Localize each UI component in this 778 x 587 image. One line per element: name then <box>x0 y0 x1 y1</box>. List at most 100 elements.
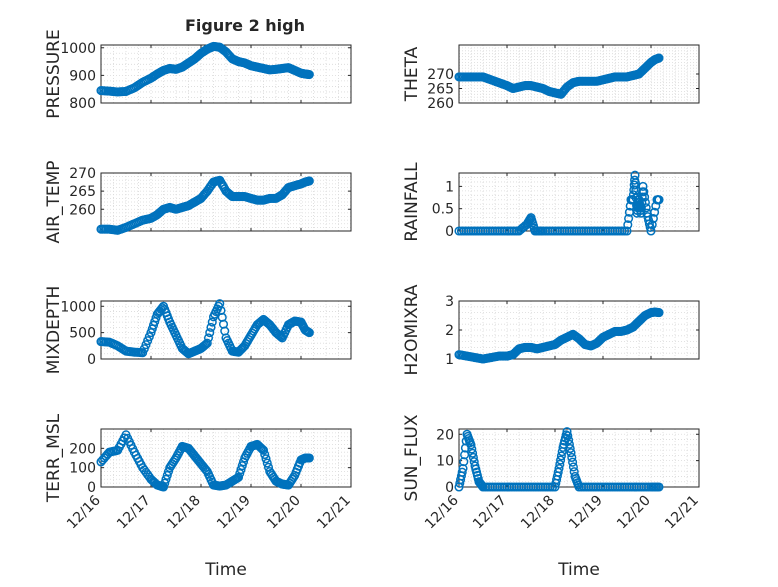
data-point <box>556 451 566 461</box>
data-point <box>654 53 664 63</box>
y-axis-label: PRESSURE <box>44 29 64 118</box>
x-tick-label: 12/18 <box>518 493 558 533</box>
data-point <box>304 328 314 338</box>
y-axis-label: AIR_TEMP <box>44 161 64 244</box>
y-axis-label: MIXDEPTH <box>44 286 64 375</box>
data-point <box>304 453 314 463</box>
subplot-sun_flux: 0 10 20 12/16 12/17 12/18 12/19 12/20 12/21 Time S… <box>402 414 702 580</box>
y-tick-label: 260 <box>427 96 454 112</box>
axes-box <box>100 44 352 104</box>
data-point <box>205 328 215 338</box>
data-point <box>162 470 172 480</box>
y-axis-label: RAINFALL <box>402 162 422 242</box>
data-point <box>556 455 566 465</box>
data-point <box>639 187 649 197</box>
data-point <box>646 226 656 236</box>
data-point <box>304 70 314 80</box>
data-point <box>236 465 246 475</box>
y-tick-label: 0.5 <box>432 202 454 218</box>
x-tick-label: 12/17 <box>470 493 510 533</box>
y-tick-label: 1 <box>445 179 454 195</box>
data-point <box>467 444 477 454</box>
y-tick-label: 270 <box>427 67 454 83</box>
x-tick-label: 12/20 <box>264 493 304 533</box>
data-point <box>640 192 650 202</box>
data-point <box>466 440 476 450</box>
data-point <box>623 220 633 230</box>
y-tick-label: 100 <box>69 461 96 477</box>
y-tick-label: 10 <box>436 454 454 470</box>
data-point <box>654 195 664 205</box>
data-point <box>638 181 648 191</box>
y-tick-label: 2 <box>445 323 454 339</box>
y-tick-label: 1000 <box>60 299 96 315</box>
data-point <box>258 445 269 455</box>
y-tick-label: 0 <box>445 224 454 240</box>
x-tick-label: 12/16 <box>64 492 104 532</box>
axes-box <box>458 172 700 232</box>
x-tick-label: 12/19 <box>566 493 606 533</box>
data-point <box>262 458 272 468</box>
data-point <box>563 431 573 441</box>
y-tick-label: 0 <box>445 480 454 496</box>
data-point <box>260 449 270 460</box>
data-point <box>568 457 578 467</box>
data-point <box>158 482 169 492</box>
data-point <box>568 462 578 472</box>
data-point <box>304 176 314 186</box>
data-point <box>567 452 577 463</box>
data-point <box>564 435 574 445</box>
data-point <box>206 322 216 332</box>
data-point <box>257 444 267 454</box>
subplot-h2omixra: 1 2 3 H2OMIXRA <box>402 284 700 376</box>
x-tick-label: 12/21 <box>662 493 702 533</box>
data-point <box>650 207 660 217</box>
y-tick-label: 200 <box>69 441 96 457</box>
data-point <box>288 472 299 482</box>
data-point <box>235 468 245 479</box>
data-point <box>566 448 576 458</box>
y-axis-label: H2OMIXRA <box>402 284 422 375</box>
data-point <box>233 472 244 482</box>
data-point <box>648 213 658 224</box>
data-point <box>555 459 565 469</box>
data-point <box>256 443 266 453</box>
y-axis-label: TERR_MSL <box>44 413 64 503</box>
data-point <box>207 317 217 327</box>
y-tick-label: 800 <box>69 96 96 112</box>
data-point <box>562 427 572 437</box>
data-point <box>565 443 575 454</box>
x-tick-label: 12/18 <box>164 493 204 533</box>
data-point <box>237 461 247 471</box>
data-point <box>636 208 646 218</box>
y-tick-label: 1 <box>445 352 454 368</box>
axes-box <box>100 172 352 232</box>
data-point <box>647 220 657 230</box>
data-point <box>200 340 210 350</box>
y-tick-label: 1000 <box>60 41 96 57</box>
data-point <box>564 439 574 449</box>
y-tick-label: 0 <box>87 352 96 368</box>
subplot-terr_msl: 0 100 200 12/16 12/17 12/18 12/19 12/20 12/21 Tim… <box>44 413 354 580</box>
figure-title: Figure 2 high <box>185 16 305 35</box>
data-point <box>163 466 174 477</box>
data-point <box>161 474 171 484</box>
x-tick-label: 12/17 <box>114 493 154 533</box>
x-axis-label: Time <box>557 560 600 580</box>
x-tick-label: 12/20 <box>614 493 654 533</box>
x-axis-label: Time <box>204 560 247 580</box>
data-point <box>624 213 634 224</box>
data-point <box>554 463 564 474</box>
data-point <box>468 448 478 458</box>
subplot-air_temp: 260 265 270 AIR_TEMP <box>44 161 352 244</box>
axes-box <box>100 300 352 360</box>
y-tick-label: 0 <box>87 480 96 496</box>
subplot-rainfall: 0 0.5 1 RAINFALL <box>402 162 700 242</box>
y-axis-label: THETA <box>402 46 422 102</box>
data-point <box>468 452 478 463</box>
x-tick-label: 12/19 <box>214 493 254 533</box>
